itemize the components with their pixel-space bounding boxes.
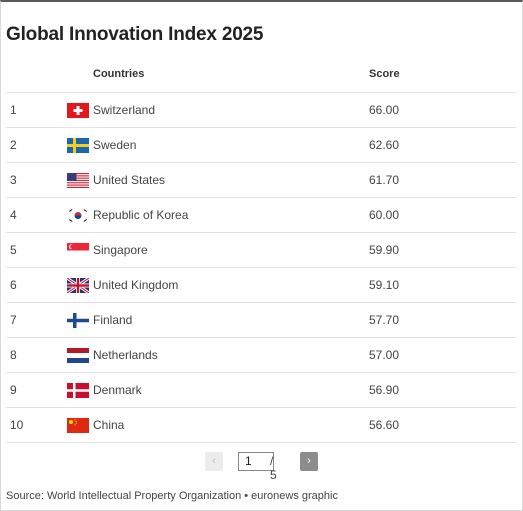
next-page-button[interactable]: › [300,452,318,471]
denmark-flag-icon [67,383,89,398]
table-row: 5 Singapore 59.90 [6,233,516,268]
country-cell: China [93,418,125,432]
uk-flag-icon [67,278,89,293]
prev-page-button[interactable]: ‹ [205,452,223,471]
country-cell: Switzerland [93,103,156,117]
table-row: 6 United Kingdom 59.10 [6,268,516,303]
score-cell: 62.60 [369,138,400,152]
singapore-flag-icon [67,243,89,258]
score-cell: 56.60 [369,418,400,432]
ranking-table: Countries Score 1 Switzerland 66.00 2 Sw… [6,58,516,443]
column-header-score[interactable]: Score [369,68,400,80]
rank-cell: 8 [10,348,17,362]
country-cell: Republic of Korea [93,208,189,222]
score-cell: 61.70 [369,173,400,187]
score-cell: 66.00 [369,103,400,117]
rank-cell: 9 [10,383,17,397]
table-row: 4 Republic of Korea 60.00 [6,198,516,233]
rank-cell: 6 [10,278,17,292]
korea-flag-icon [67,208,89,223]
rank-cell: 7 [10,313,17,327]
country-cell: Singapore [93,243,148,257]
score-cell: 59.90 [369,243,400,257]
table-row: 10 China 56.60 [6,408,516,443]
table-row: 1 Switzerland 66.00 [6,93,516,128]
rank-cell: 1 [10,103,17,117]
netherlands-flag-icon [67,348,89,363]
score-cell: 57.70 [369,313,400,327]
column-header-countries[interactable]: Countries [93,68,145,80]
switzerland-flag-icon [67,103,89,118]
rank-cell: 4 [10,208,17,222]
finland-flag-icon [67,313,89,328]
page-total: / 5 [270,454,277,482]
score-cell: 57.00 [369,348,400,362]
score-cell: 60.00 [369,208,400,222]
country-cell: Sweden [93,138,137,152]
page-title: Global Innovation Index 2025 [6,24,264,45]
country-cell: United States [93,173,166,187]
country-cell: Denmark [93,383,142,397]
table-row: 9 Denmark 56.90 [6,373,516,408]
table-row: 7 Finland 57.70 [6,303,516,338]
china-flag-icon [67,418,89,433]
score-cell: 56.90 [369,383,400,397]
chevron-left-icon: ‹ [212,455,216,467]
table-row: 2 Sweden 62.60 [6,128,516,163]
rank-cell: 5 [10,243,17,257]
sweden-flag-icon [67,138,89,153]
table-row: 8 Netherlands 57.00 [6,338,516,373]
country-cell: United Kingdom [93,278,179,292]
score-cell: 59.10 [369,278,400,292]
source-note: Source: World Intellectual Property Orga… [6,490,338,502]
rank-cell: 10 [10,418,24,432]
chevron-right-icon: › [307,455,311,467]
usa-flag-icon [67,173,89,188]
table-row: 3 United States 61.70 [6,163,516,198]
rank-cell: 3 [10,173,17,187]
table-header: Countries Score [6,58,516,93]
country-cell: Finland [93,313,133,327]
rank-cell: 2 [10,138,17,152]
country-cell: Netherlands [93,348,158,362]
page-number-input[interactable]: 1 [238,452,274,471]
